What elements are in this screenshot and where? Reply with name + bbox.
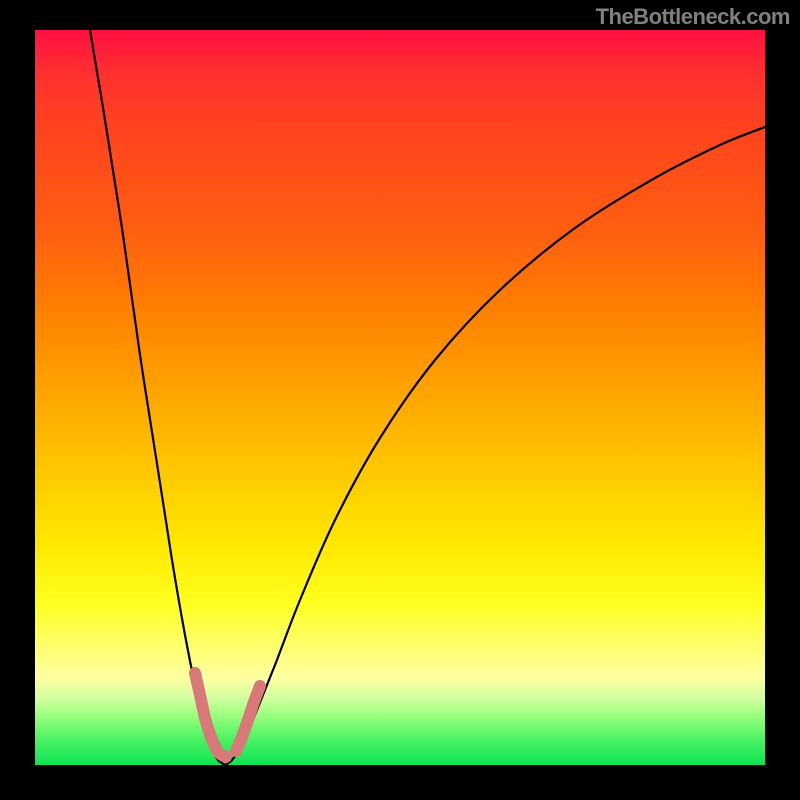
watermark-text: TheBottleneck.com bbox=[596, 4, 790, 30]
figure-container: TheBottleneck.com bbox=[0, 0, 800, 800]
gradient-plot-area bbox=[35, 30, 765, 765]
